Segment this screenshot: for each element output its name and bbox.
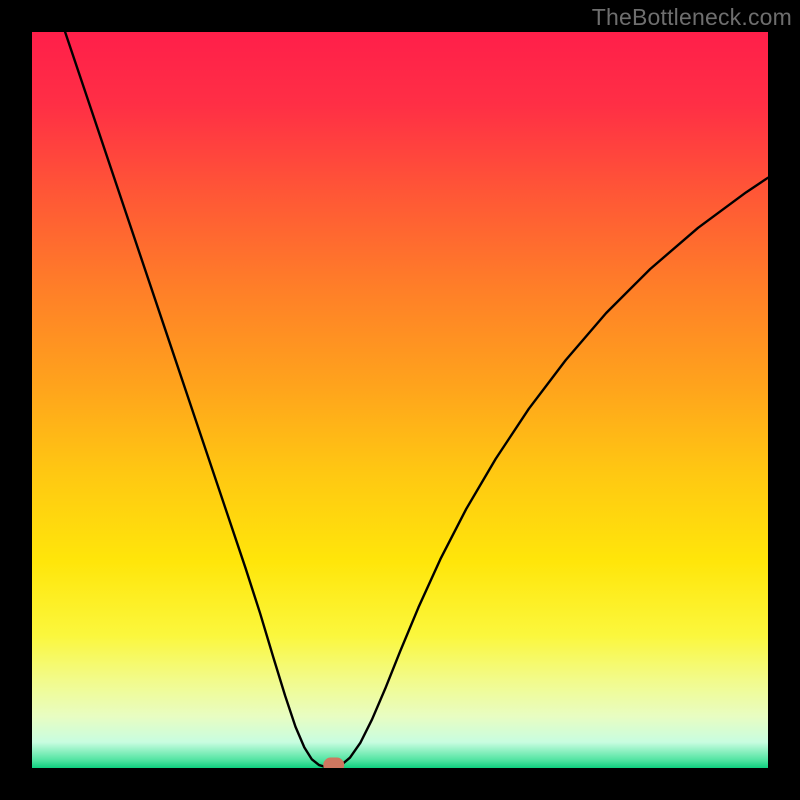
min-marker — [324, 758, 344, 768]
chart-frame: TheBottleneck.com — [0, 0, 800, 800]
plot-area — [32, 32, 768, 768]
watermark-text: TheBottleneck.com — [592, 4, 792, 31]
gradient-background — [32, 32, 768, 768]
plot-svg — [32, 32, 768, 768]
